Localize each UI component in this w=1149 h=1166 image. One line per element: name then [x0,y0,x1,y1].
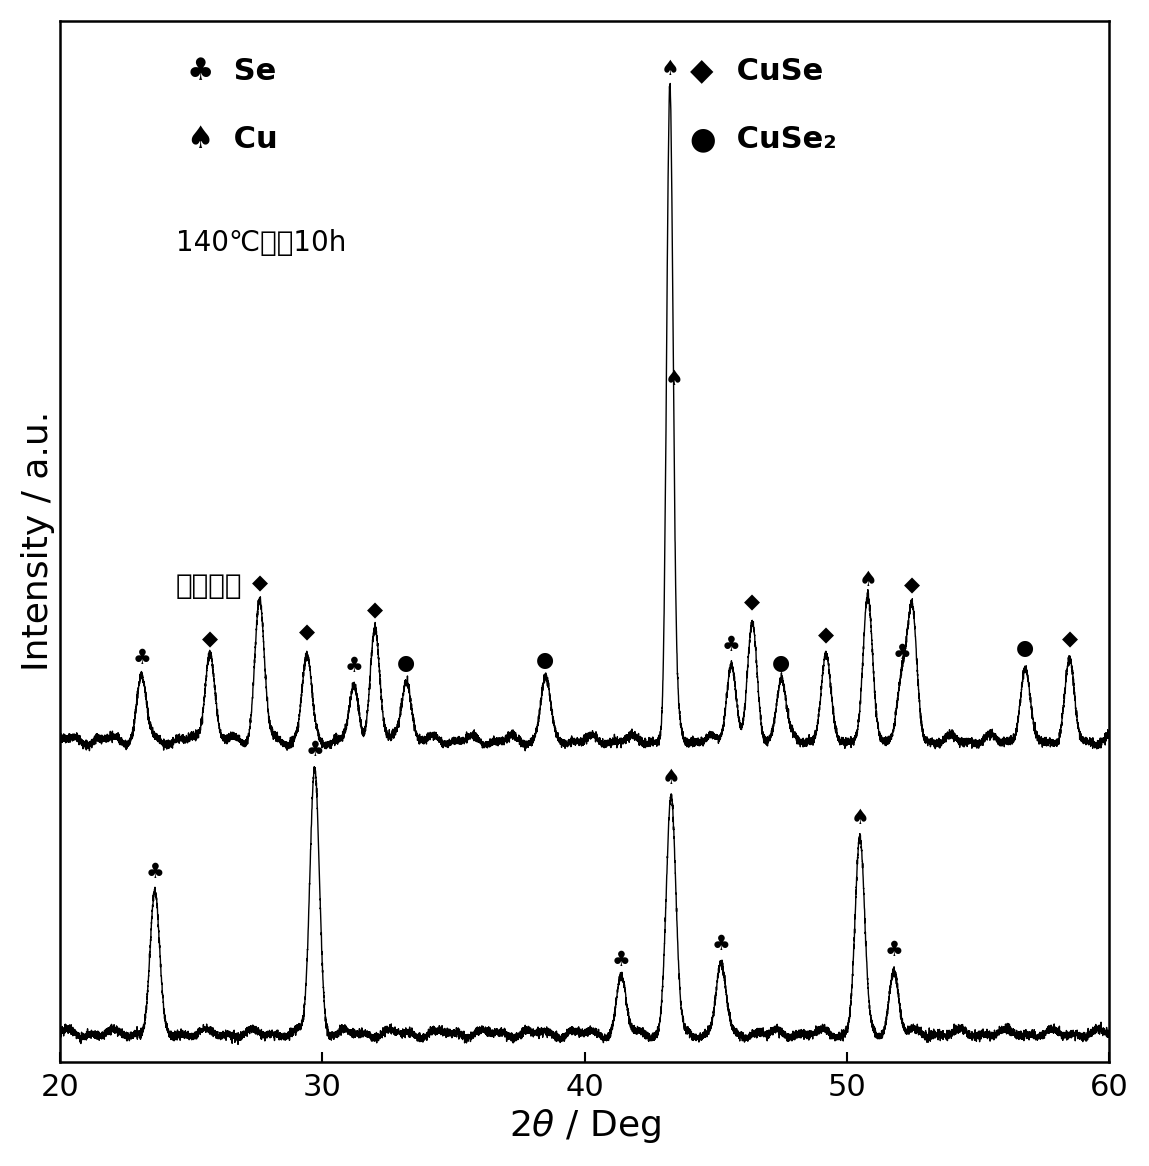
Text: ●: ● [772,653,791,673]
Text: ♠: ♠ [858,570,877,590]
Text: ♠: ♠ [186,125,214,154]
Y-axis label: Intensity / a.u.: Intensity / a.u. [21,412,55,672]
Text: ♣: ♣ [612,950,631,970]
Text: Cu: Cu [223,125,278,154]
Text: ♠: ♠ [661,58,679,78]
Text: 混合粉体: 混合粉体 [176,573,242,600]
Text: 140℃保温10h: 140℃保温10h [176,229,346,257]
Text: ♣: ♣ [893,642,911,662]
Text: ●: ● [1016,638,1034,658]
Text: ♣: ♣ [146,862,164,881]
Text: Se: Se [223,57,276,86]
X-axis label: 2$\theta$ / Deg: 2$\theta$ / Deg [509,1108,661,1145]
Text: CuSe: CuSe [726,57,824,86]
Text: CuSe₂: CuSe₂ [726,125,836,154]
Text: ◆: ◆ [202,630,218,649]
Text: ♣: ♣ [885,940,903,961]
Text: ●: ● [398,653,416,673]
Text: ♣: ♣ [345,656,363,676]
Text: ◆: ◆ [1062,630,1078,649]
Text: ◆: ◆ [299,623,315,642]
Text: ♣: ♣ [306,740,324,760]
Text: ♠: ♠ [850,808,869,828]
Text: ◆: ◆ [367,600,383,620]
Text: ♣: ♣ [711,934,731,954]
Text: ♣: ♣ [186,57,214,86]
Text: ♣: ♣ [722,634,741,654]
Text: ♠: ♠ [662,768,680,788]
Text: ●: ● [537,651,555,670]
Text: ◆: ◆ [745,592,761,612]
Text: ♠: ♠ [664,368,683,388]
Text: ◆: ◆ [252,574,268,593]
Text: ◆: ◆ [818,625,834,645]
Text: ◆: ◆ [689,57,712,86]
Text: ♣: ♣ [132,647,151,667]
Text: ●: ● [689,125,716,154]
Text: ◆: ◆ [904,575,920,595]
